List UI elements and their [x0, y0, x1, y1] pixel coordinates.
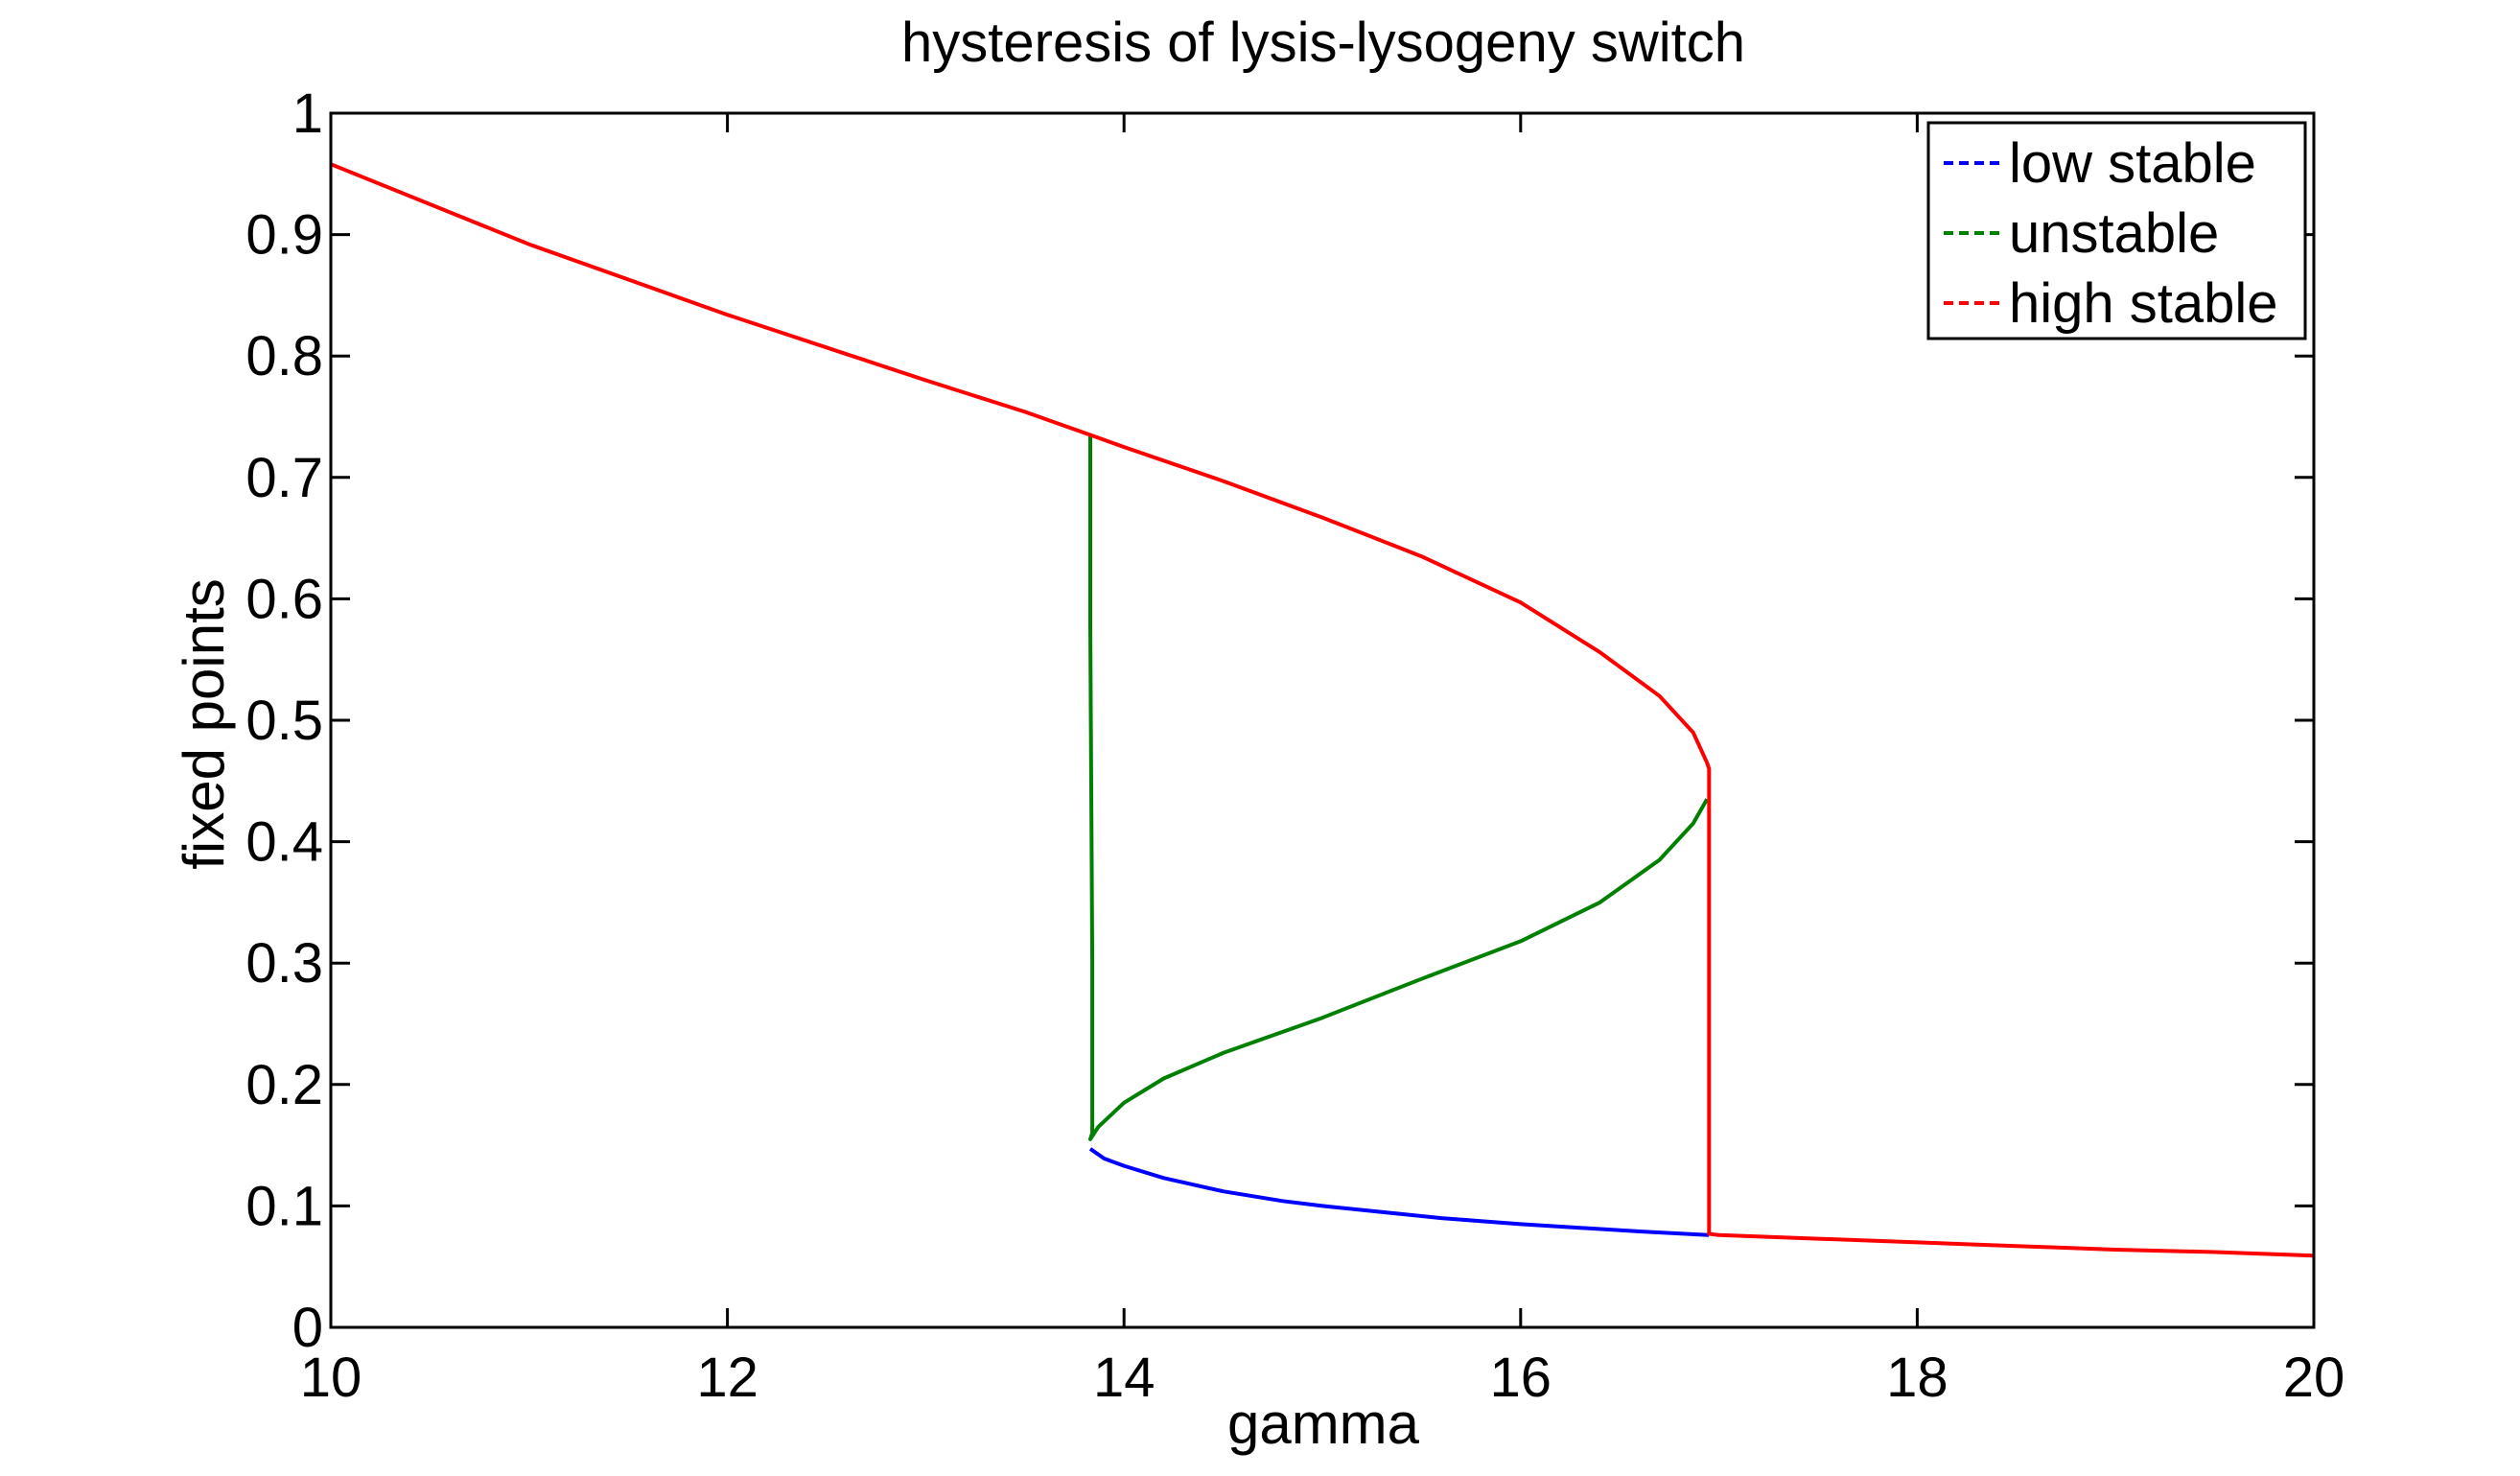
y-tick-label: 0.7 [245, 447, 323, 509]
x-tick-label: 16 [1490, 1347, 1552, 1409]
y-tick-label: 1 [292, 82, 323, 145]
x-tick-label: 10 [300, 1347, 362, 1409]
x-tick-label: 20 [2283, 1347, 2345, 1409]
legend-label: low stable [2009, 132, 2256, 195]
chart-title: hysteresis of lysis-lysogeny switch [901, 12, 1745, 74]
series-line-unstable [1088, 434, 1709, 1141]
legend-label: unstable [2009, 202, 2219, 265]
legend: low stable unstable high stable [1926, 121, 2307, 340]
legend-label: high stable [2009, 272, 2278, 335]
x-tick-label: 14 [1093, 1347, 1155, 1409]
y-tick-label: 0.9 [245, 204, 323, 267]
x-tick-label: 12 [696, 1347, 758, 1409]
y-tick-label: 0 [292, 1297, 323, 1359]
y-tick-label: 0.1 [245, 1175, 323, 1237]
y-tick-label: 0.5 [245, 690, 323, 752]
series-line-high-stable [330, 162, 2315, 1258]
y-tick-label: 0.6 [245, 568, 323, 630]
y-tick-label: 0.4 [245, 811, 323, 874]
y-tick-label: 0.3 [245, 932, 323, 995]
y-tick-label: 0.8 [245, 325, 323, 387]
x-tick-label: 18 [1886, 1347, 1948, 1409]
series-line-low-stable [1088, 1147, 1710, 1237]
y-axis-title: fixed points [172, 578, 236, 870]
x-axis-title: gamma [1227, 1392, 1420, 1456]
y-tick-label: 0.2 [245, 1054, 323, 1116]
